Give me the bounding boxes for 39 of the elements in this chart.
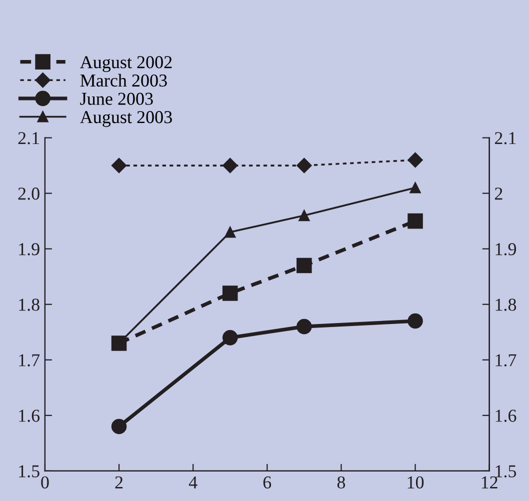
y2-tick-label: 1.6 [496,410,516,422]
point [298,210,310,222]
point [408,313,423,329]
point [222,286,238,301]
y2-tick-label: 1.7 [496,354,516,366]
x-tick-label: 8 [337,476,346,489]
x-tick-label: 12 [482,476,498,488]
x-tick-label: 2 [115,476,123,488]
y-tick-label: 1.6 [19,410,40,422]
y2-tick-label: 2.1 [494,132,516,144]
point [111,418,127,434]
legend-label: June 2003 [80,92,153,105]
point [296,258,312,274]
y-tick-label: 2.1 [18,132,40,144]
point [224,226,236,238]
y-tick-label: 1.9 [19,243,40,256]
x-tick-label: 0 [41,476,49,489]
x-tick-label: 10 [408,476,424,489]
y-tick-label: 1.7 [19,354,40,366]
y2-tick-label: 2 [494,188,502,200]
point [222,158,238,174]
point [296,158,312,174]
y2-tick-label: 1.5 [496,465,516,478]
y2-tick-label: 1.8 [496,298,516,311]
x-tick-label: 4 [188,476,198,488]
y-tick-label: 1.5 [19,465,40,478]
legend-label: March 2003 [80,74,167,87]
legend-label: August 2002 [80,56,172,72]
legend-label: August 2003 [80,111,172,127]
point [111,158,127,174]
y-tick-label: 1.8 [19,298,40,311]
point [222,330,238,346]
point [408,213,423,229]
point [408,152,423,168]
y-tick-label: 2.0 [18,188,40,200]
x-tick-label: 6 [263,476,272,489]
point [410,182,421,194]
point [296,318,312,334]
y2-tick-label: 1.9 [496,243,516,256]
